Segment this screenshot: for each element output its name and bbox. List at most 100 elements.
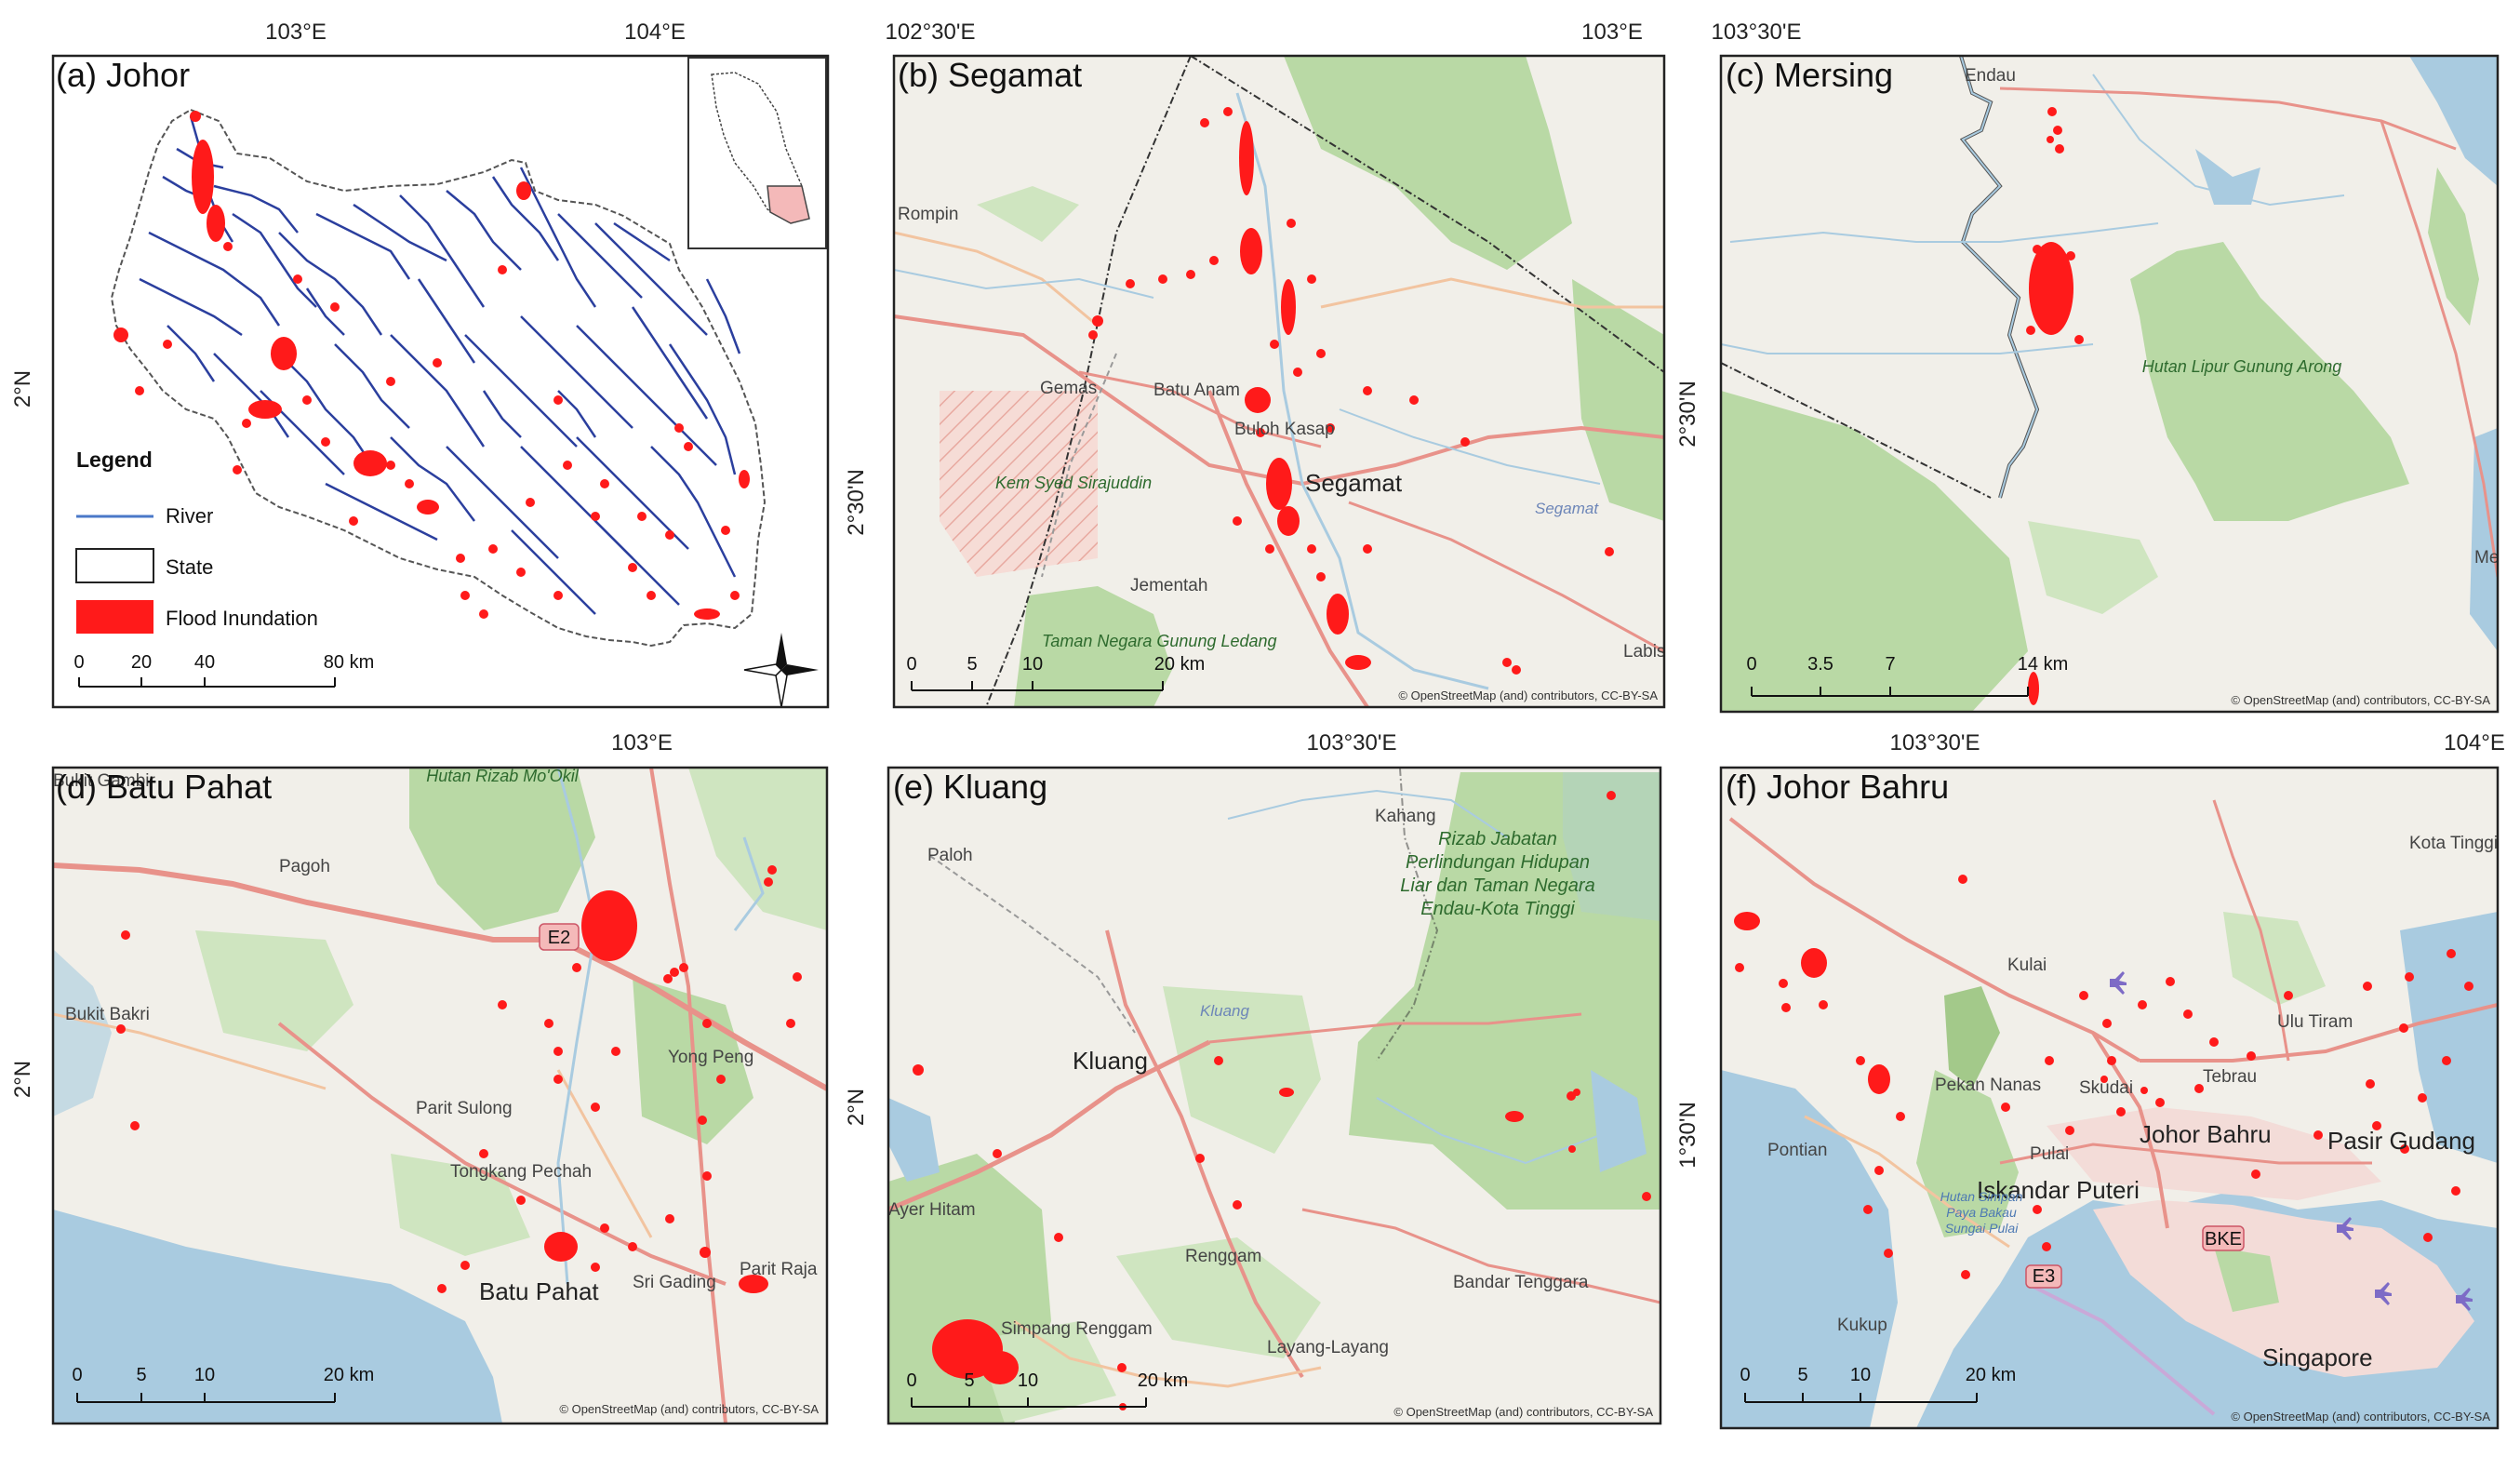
road-label: E2 xyxy=(548,928,570,948)
coord-label: 2°N xyxy=(10,1061,35,1098)
place-label: Endau xyxy=(1965,66,2016,86)
place-label: Iskandar Puteri xyxy=(1977,1176,2140,1204)
coord-label: 2°30'N xyxy=(844,469,869,536)
scale-label: 0 xyxy=(1746,654,1756,675)
place-label: Buloh Kasap xyxy=(1234,420,1335,439)
place-label: Jementah xyxy=(1130,576,1207,595)
place-label: Pasir Gudang xyxy=(2327,1127,2475,1155)
coord-label: 2°N xyxy=(844,1089,869,1126)
coord-label: 103°30'E xyxy=(1712,20,1802,45)
legend-state-label: State xyxy=(166,555,213,579)
map-attribution: © OpenStreetMap (and) contributors, CC-B… xyxy=(1393,1405,1653,1419)
scale-label: 3.5 xyxy=(1807,654,1833,675)
place-label: Kluang xyxy=(1073,1047,1148,1075)
water-label: Kluang xyxy=(1200,1002,1249,1020)
scale-label: 0 xyxy=(906,1370,916,1391)
flood-inundation-d xyxy=(116,865,802,1293)
map-attribution: © OpenStreetMap (and) contributors, CC-B… xyxy=(559,1402,819,1416)
scale-bar-e: 0 5 10 20 km xyxy=(906,1370,1188,1408)
coord-label: 103°30'E xyxy=(1890,730,1980,755)
legend-state-swatch xyxy=(75,548,154,583)
place-label: Layang-Layang xyxy=(1267,1338,1389,1357)
place-label: Pontian xyxy=(1767,1141,1827,1160)
place-label: Yong Peng xyxy=(668,1048,753,1067)
place-label: Mersing xyxy=(2474,548,2520,568)
place-label: Paloh xyxy=(927,846,973,865)
flood-inundation-f xyxy=(1734,875,2473,1279)
place-label: Pulai xyxy=(2030,1144,2069,1164)
water-label: Segamat xyxy=(1535,500,1599,517)
park-label: Hutan Rizab Mo'Okil xyxy=(426,767,579,785)
road-shield xyxy=(2025,1264,2062,1289)
place-label: Labis xyxy=(1623,642,1665,662)
legend-title: Legend xyxy=(76,448,153,472)
place-label: Sri Gading xyxy=(633,1273,716,1292)
scale-label: 80 km xyxy=(324,652,374,673)
coord-label: 2°N xyxy=(10,370,35,408)
park-label-block: Hutan Simpan Paya Bakau Sungai Pulai xyxy=(1940,1189,2023,1236)
place-label: Ulu Tiram xyxy=(2277,1012,2353,1032)
scale-label: 20 km xyxy=(1966,1365,2016,1385)
panel-johor-bahru: BKE E3 xyxy=(1675,766,2500,1430)
scale-label: 10 xyxy=(1850,1365,1871,1385)
map-attribution: © OpenStreetMap (and) contributors, CC-B… xyxy=(2231,1410,2490,1424)
scale-bar-f: 0 5 10 20 km xyxy=(1740,1365,2016,1403)
place-label: Tebrau xyxy=(2203,1067,2257,1087)
road-label: BKE xyxy=(2205,1229,2242,1250)
park-label: Kem Syed Sirajuddin xyxy=(995,474,1152,492)
map-legend: Legend River State Flood Inundation xyxy=(75,448,318,634)
panel-title: (b) Segamat xyxy=(898,56,1082,94)
scale-label: 5 xyxy=(136,1365,146,1385)
coord-label: 104°E xyxy=(624,20,686,45)
park-label: Hutan Simpan Paya Bakau Sungai Pulai xyxy=(1940,1189,2023,1236)
scale-label: 20 km xyxy=(1154,654,1205,675)
scale-label: 0 xyxy=(73,652,84,673)
place-label: Tongkang Pechah xyxy=(450,1162,592,1182)
park-label-block: Rizab Jabatan Perlindungan Hidupan Liar … xyxy=(1400,829,1595,919)
legend-river-label: River xyxy=(166,504,213,528)
north-arrow-icon xyxy=(743,633,819,707)
river-network xyxy=(139,115,741,615)
scale-label: 20 km xyxy=(324,1365,374,1385)
road-shield xyxy=(2202,1225,2245,1251)
map-attribution: © OpenStreetMap (and) contributors, CC-B… xyxy=(1398,688,1658,702)
scale-label: 5 xyxy=(967,654,977,675)
flood-inundation-a xyxy=(113,111,750,620)
johor-state-outline xyxy=(110,108,767,648)
scale-bar-a: 0 20 40 80 km xyxy=(73,652,374,688)
place-label: Parit Sulong xyxy=(416,1099,513,1118)
legend-flood-label: Flood Inundation xyxy=(166,607,318,630)
place-label: Skudai xyxy=(2079,1078,2133,1098)
coord-label: 1°30'N xyxy=(1675,1102,1700,1169)
scale-label: 20 km xyxy=(1138,1370,1188,1391)
panel-title: (f) Johor Bahru xyxy=(1726,768,1949,806)
scale-label: 14 km xyxy=(2018,654,2068,675)
coord-label: 103°E xyxy=(265,20,327,45)
flood-inundation-c xyxy=(2026,107,2084,705)
scale-label: 0 xyxy=(906,654,916,675)
park-label: Taman Negara Gunung Ledang xyxy=(1042,632,1277,650)
panel-batu-pahat: E2 Bukit Gambir Pagoh Bukit Bakri Pa xyxy=(10,766,829,1425)
flood-inundation-b xyxy=(1088,107,1614,675)
coord-label: 104°E xyxy=(2444,730,2505,755)
place-label: Pagoh xyxy=(279,857,330,876)
place-label: Gemas xyxy=(1040,379,1097,398)
scale-label: 5 xyxy=(964,1370,974,1391)
park-label: Rizab Jabatan Perlindungan Hidupan Liar … xyxy=(1400,829,1595,919)
place-label: Kukup xyxy=(1837,1316,1887,1335)
place-label: Simpang Renggam xyxy=(1001,1319,1153,1339)
map-attribution: © OpenStreetMap (and) contributors, CC-B… xyxy=(2231,693,2490,707)
scale-label: 10 xyxy=(1022,654,1043,675)
coord-label: 103°E xyxy=(611,730,673,755)
panel-title: (d) Batu Pahat xyxy=(56,768,272,806)
place-label: Bukit Gambir xyxy=(53,771,155,791)
road-shield xyxy=(539,923,580,951)
place-label: Pekan Nanas xyxy=(1935,1076,2041,1095)
scale-label: 7 xyxy=(1885,654,1895,675)
place-label: Parit Raja xyxy=(740,1260,818,1279)
coord-label: 102°30'E xyxy=(886,20,976,45)
park-label: Hutan Lipur Gunung Arong xyxy=(2142,357,2341,376)
scale-bar-c: 0 3.5 7 14 km xyxy=(1746,654,2068,697)
place-label: Batu Anam xyxy=(1153,381,1240,400)
place-label: Johor Bahru xyxy=(2140,1120,2272,1148)
